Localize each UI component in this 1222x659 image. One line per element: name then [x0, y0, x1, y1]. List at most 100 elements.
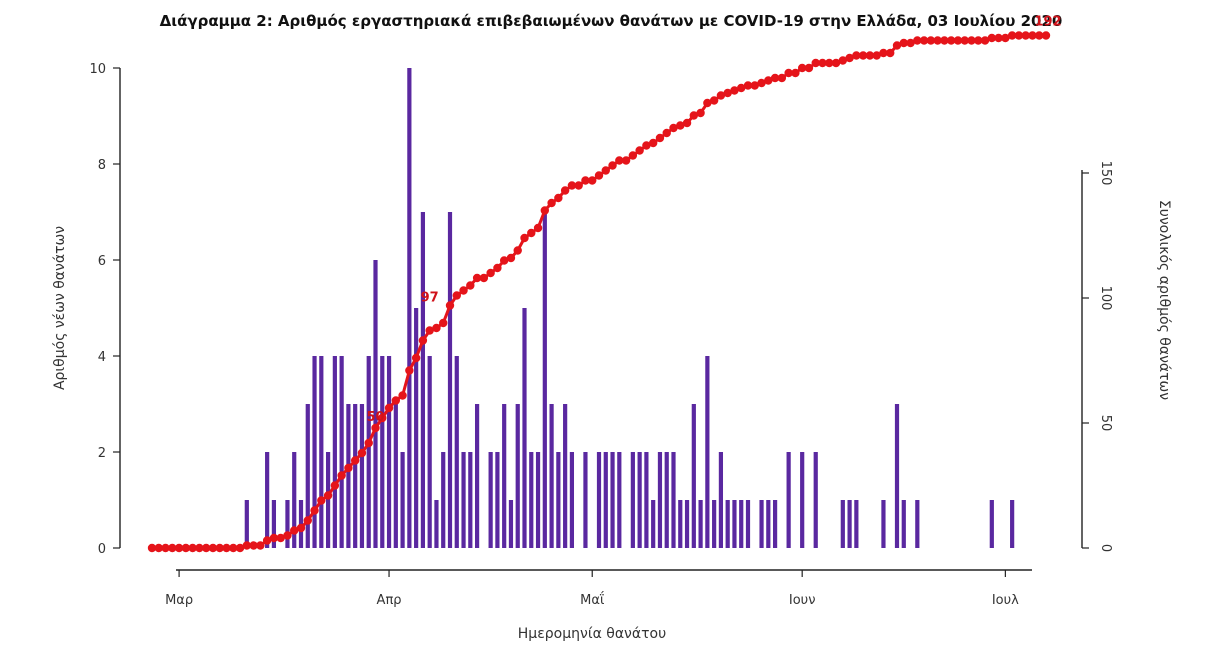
cumulative-point — [350, 456, 360, 465]
cumulative-point — [811, 58, 820, 68]
bar — [915, 500, 920, 548]
cumulative-point — [886, 48, 895, 58]
cumulative-point — [770, 73, 780, 83]
bar — [441, 452, 446, 548]
bar — [508, 500, 514, 548]
cumulative-point — [513, 246, 522, 255]
bar — [989, 500, 994, 548]
cumulative-point — [337, 471, 346, 480]
cumulative-point — [262, 536, 272, 545]
cumulative-point — [499, 256, 509, 265]
cumulative-line-series — [147, 31, 1051, 553]
bar — [617, 452, 622, 548]
cumulative-point — [642, 141, 651, 150]
cumulative-point — [425, 326, 434, 335]
bar — [854, 500, 859, 548]
cumulative-point — [750, 81, 759, 90]
bar — [1010, 500, 1015, 548]
bar — [678, 500, 683, 548]
cumulative-point — [310, 506, 319, 515]
cumulative-point — [933, 36, 942, 45]
cumulative-point — [960, 36, 969, 45]
bar — [400, 452, 405, 548]
cumulative-point — [479, 273, 489, 283]
bar — [698, 500, 703, 548]
cumulative-point — [703, 98, 712, 108]
cumulative-point — [188, 543, 197, 553]
cumulative-point — [845, 53, 854, 63]
y-left-tick-label: 6 — [98, 254, 106, 269]
data-annotation: 192 — [1034, 15, 1061, 30]
cumulative-point — [364, 438, 373, 448]
x-tick-label: Απρ — [377, 593, 402, 608]
bar — [569, 452, 575, 548]
cumulative-point — [147, 543, 157, 553]
cumulative-point — [276, 533, 285, 543]
bar — [772, 500, 778, 548]
cumulative-point — [980, 36, 990, 45]
cumulative-point — [967, 36, 976, 45]
cumulative-point — [161, 543, 170, 553]
y-left-tick-label: 0 — [98, 542, 106, 557]
bar — [488, 452, 493, 548]
cumulative-point — [757, 78, 766, 88]
bar — [359, 404, 365, 548]
x-tick-label: Ιουν — [789, 593, 816, 608]
bar — [332, 356, 337, 548]
cumulative-point — [1014, 31, 1024, 40]
cumulative-point — [831, 58, 841, 68]
bar — [630, 452, 635, 548]
cumulative-point — [987, 33, 997, 43]
cumulative-point — [242, 541, 252, 550]
cumulative-point — [466, 281, 475, 290]
cumulative-point — [439, 318, 448, 328]
cumulative-point — [215, 543, 224, 553]
cumulative-point — [411, 353, 421, 363]
cumulative-point — [418, 336, 428, 345]
cumulative-point — [858, 51, 868, 60]
cumulative-point — [567, 181, 577, 190]
cumulative-point — [472, 273, 482, 283]
bar — [664, 452, 669, 548]
cumulative-point — [689, 111, 699, 120]
bar — [373, 260, 378, 548]
x-axis-label: Ημερομηνία θανάτου — [518, 626, 666, 642]
cumulative-point — [621, 156, 631, 165]
bar — [339, 356, 344, 548]
bar — [651, 500, 656, 548]
y-axis-left-label: Αριθμός νέων θανάτων — [52, 226, 68, 390]
cumulative-point — [283, 531, 292, 540]
bar — [881, 500, 886, 548]
bar — [535, 452, 541, 548]
cumulative-point — [852, 51, 861, 60]
y-left-tick-label: 2 — [98, 446, 106, 461]
bar — [644, 452, 649, 548]
bar — [515, 404, 520, 548]
bar — [474, 404, 480, 548]
cumulative-point — [879, 48, 888, 58]
bar — [380, 356, 385, 548]
bar — [847, 500, 852, 548]
cumulative-point — [493, 263, 502, 273]
cumulative-point — [235, 543, 245, 553]
cumulative-point — [825, 58, 834, 68]
bar — [840, 500, 845, 548]
cumulative-point — [635, 146, 644, 155]
cumulative-point — [743, 81, 753, 90]
bar — [271, 500, 277, 548]
cumulative-point — [926, 36, 936, 45]
cumulative-point — [1028, 31, 1037, 40]
cumulative-point — [764, 76, 773, 85]
bar — [718, 452, 724, 548]
cumulative-point — [777, 73, 787, 83]
cumulative-point — [303, 516, 312, 525]
cumulative-point — [1001, 33, 1010, 43]
cumulative-point — [330, 481, 340, 490]
bar — [468, 452, 473, 548]
cumulative-point — [797, 63, 807, 73]
x-tick-label: Μαΐ — [580, 592, 605, 608]
cumulative-point — [662, 128, 671, 138]
cumulative-point — [648, 138, 658, 148]
cumulative-point — [256, 541, 265, 550]
